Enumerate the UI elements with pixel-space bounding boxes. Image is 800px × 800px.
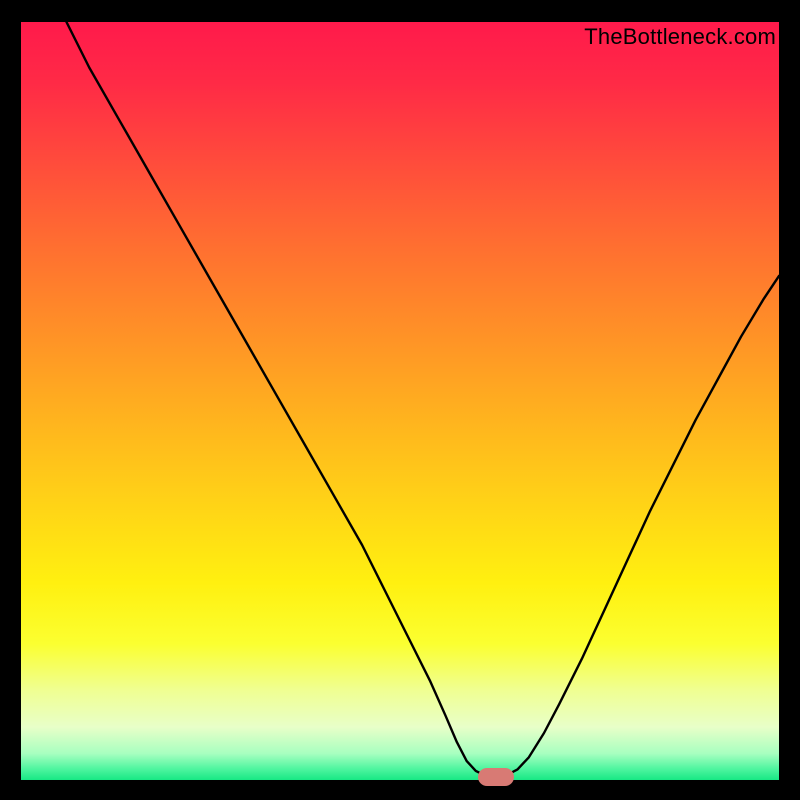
chart-frame: TheBottleneck.com bbox=[0, 0, 800, 800]
plot-gradient-background bbox=[21, 22, 779, 780]
watermark-label: TheBottleneck.com bbox=[584, 24, 776, 50]
optimal-point-marker bbox=[478, 768, 514, 786]
plot-area bbox=[21, 22, 779, 780]
